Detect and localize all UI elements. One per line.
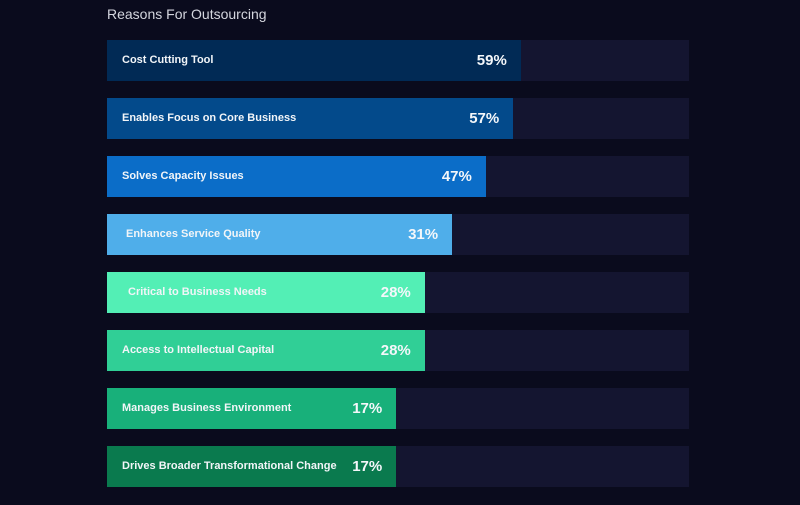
bar-label: Solves Capacity Issues [122, 170, 244, 182]
bar-label: Enhances Service Quality [126, 228, 261, 240]
bar-track: Enhances Service Quality 31% [107, 214, 689, 255]
bar-track: Enables Focus on Core Business 57% [107, 98, 689, 139]
bar-track: Critical to Business Needs 28% [107, 272, 689, 313]
bar: Enables Focus on Core Business 57% [107, 98, 514, 139]
bar-label: Cost Cutting Tool [122, 54, 214, 66]
bar-label: Drives Broader Transformational Change [122, 460, 337, 472]
bar-value-label: 47% [441, 168, 472, 185]
bar: Access to Intellectual Capital 28% [107, 330, 425, 371]
bar-track: Cost Cutting Tool 59% [107, 40, 689, 81]
bar: Critical to Business Needs 28% [107, 272, 425, 313]
bar-value-label: 57% [469, 110, 500, 127]
bar-value-label: 28% [380, 284, 411, 301]
bar: Drives Broader Transformational Change 17… [107, 446, 397, 487]
bar: Cost Cutting Tool 59% [107, 40, 521, 81]
bar-value-label: 17% [352, 400, 383, 417]
bar: Solves Capacity Issues 47% [107, 156, 486, 197]
bar-value-label: 31% [408, 226, 439, 243]
bar-label: Manages Business Environment [122, 402, 292, 414]
bar: Enhances Service Quality 31% [107, 214, 453, 255]
bar-value-label: 28% [380, 342, 411, 359]
bar-value-label: 17% [352, 458, 383, 475]
bar: Manages Business Environment 17% [107, 388, 397, 429]
bar-track: Solves Capacity Issues 47% [107, 156, 689, 197]
bar-label: Enables Focus on Core Business [122, 112, 297, 124]
bar-label: Access to Intellectual Capital [122, 344, 275, 356]
bar-track: Drives Broader Transformational Change 17… [107, 446, 689, 487]
bar-track: Access to Intellectual Capital 28% [107, 330, 689, 371]
bar-value-label: 59% [476, 52, 507, 69]
bar-label: Critical to Business Needs [128, 286, 267, 298]
chart-title: Reasons For Outsourcing [107, 6, 267, 22]
bar-track: Manages Business Environment 17% [107, 388, 689, 429]
